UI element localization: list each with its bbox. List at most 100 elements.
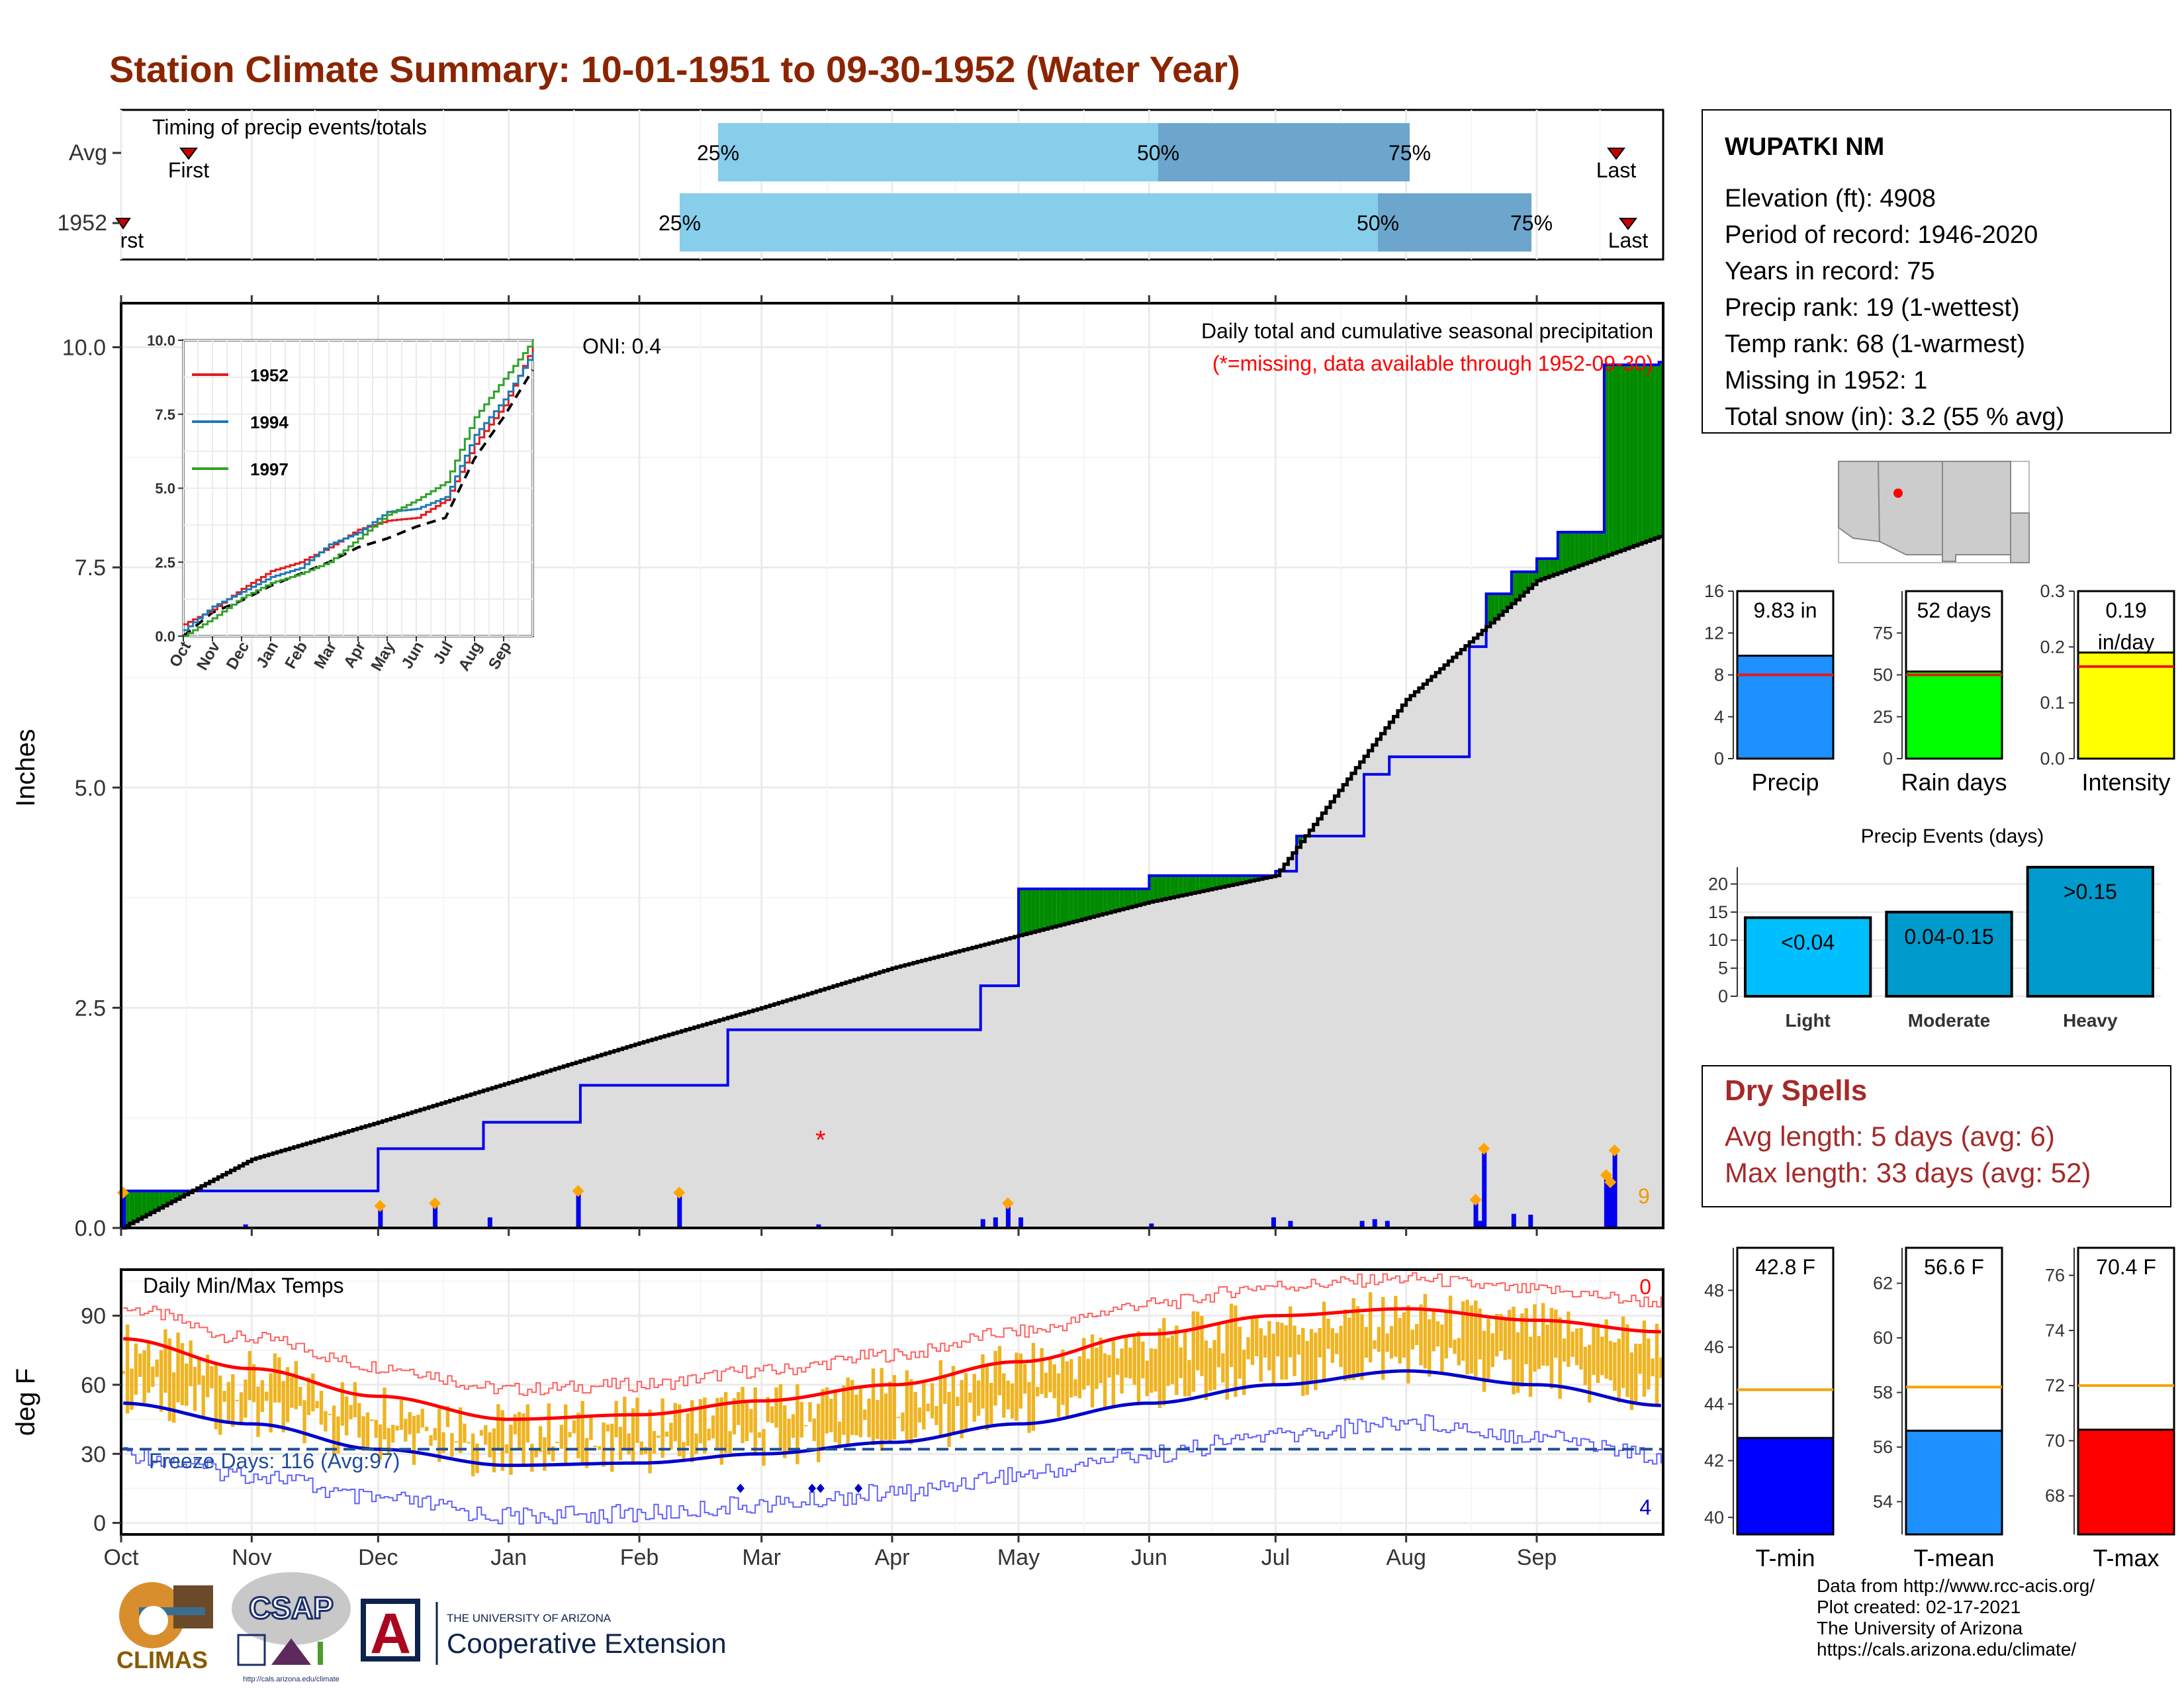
heavy-precip-marker bbox=[429, 1197, 441, 1209]
daily-temp-bar bbox=[1512, 1306, 1516, 1395]
daily-temp-bar bbox=[635, 1397, 639, 1443]
daily-precip-bar bbox=[1149, 1223, 1154, 1228]
daily-temp-bar bbox=[1385, 1333, 1389, 1352]
cumulative-difference-fill bbox=[1073, 888, 1078, 922]
precip-label-main: Daily total and cumulative seasonal prec… bbox=[1201, 319, 1653, 343]
daily-temp-bar bbox=[159, 1350, 163, 1412]
daily-temp-bar bbox=[1423, 1293, 1428, 1369]
daily-temp-bar bbox=[273, 1353, 277, 1403]
mini-value-label: 9.83 in bbox=[1753, 598, 1817, 622]
daily-temp-bar bbox=[445, 1406, 450, 1427]
mini-tick-label: 46 bbox=[1704, 1337, 1724, 1357]
timing-panel: Timing of precip events/totals 25% 50% 7… bbox=[57, 109, 1664, 261]
cumulative-difference-fill bbox=[1153, 875, 1158, 902]
daily-temp-bar bbox=[504, 1444, 509, 1454]
events-bar-label: >0.15 bbox=[2064, 880, 2117, 904]
daily-temp-bar bbox=[1625, 1324, 1629, 1397]
cumulative-difference-fill bbox=[146, 1191, 151, 1215]
daily-temp-bar bbox=[1549, 1307, 1554, 1389]
y1952-q25-label: 25% bbox=[659, 211, 701, 235]
daily-temp-bar bbox=[850, 1380, 854, 1435]
cumulative-difference-fill bbox=[1144, 888, 1150, 904]
daily-temp-bar bbox=[934, 1405, 938, 1425]
missing-data-marker: * bbox=[815, 1125, 826, 1154]
cumulative-difference-fill bbox=[150, 1191, 155, 1213]
month-tick-label: Sep bbox=[1517, 1545, 1557, 1570]
daily-temp-bar bbox=[458, 1407, 463, 1453]
daily-temp-bar bbox=[517, 1411, 522, 1450]
daily-temp-bar bbox=[1533, 1304, 1537, 1372]
cumulative-difference-fill bbox=[1191, 875, 1196, 894]
daily-temp-bar bbox=[1149, 1348, 1154, 1393]
cumulative-difference-fill bbox=[1111, 888, 1116, 912]
daily-temp-bar bbox=[530, 1444, 534, 1472]
daily-temp-bar bbox=[880, 1368, 884, 1451]
daily-temp-bar bbox=[1474, 1300, 1478, 1377]
station-location-dot bbox=[1893, 489, 1903, 498]
daily-temp-bar bbox=[1246, 1336, 1250, 1360]
precip-panel: * Daily total and cumulative seasonal pr… bbox=[11, 295, 1664, 1241]
daily-temp-bar bbox=[1069, 1359, 1073, 1398]
daily-temp-bar bbox=[922, 1382, 926, 1430]
daily-temp-bar bbox=[1052, 1364, 1056, 1399]
cumulative-difference-fill bbox=[1578, 532, 1584, 566]
daily-temp-bar bbox=[589, 1415, 593, 1440]
cumulative-difference-fill bbox=[1204, 875, 1208, 891]
daily-temp-bar bbox=[1314, 1333, 1318, 1390]
daily-temp-bar bbox=[357, 1403, 361, 1438]
daily-temp-bar bbox=[349, 1405, 353, 1419]
mini-tick-label: 12 bbox=[1704, 623, 1724, 643]
daily-temp-bar bbox=[884, 1393, 888, 1440]
daily-temp-bar bbox=[315, 1401, 319, 1409]
daily-temp-bar bbox=[1179, 1347, 1183, 1378]
daily-temp-bar bbox=[525, 1404, 530, 1443]
daily-temp-bar bbox=[728, 1430, 732, 1454]
daily-temp-bar bbox=[1132, 1333, 1136, 1385]
daily-temp-bar bbox=[1562, 1338, 1567, 1362]
daily-temp-bar bbox=[1343, 1309, 1347, 1382]
y1952-q50-q75-bar bbox=[1378, 193, 1531, 252]
daily-temp-bar bbox=[336, 1416, 340, 1454]
daily-precip-bar bbox=[1608, 1182, 1614, 1228]
daily-temp-bar bbox=[1516, 1332, 1520, 1393]
daily-temp-bar bbox=[602, 1422, 606, 1467]
daily-temp-bar bbox=[479, 1430, 484, 1436]
daily-temp-bar bbox=[1469, 1305, 1474, 1374]
month-tick-label: Aug bbox=[1386, 1545, 1426, 1570]
daily-temp-bar bbox=[328, 1413, 332, 1415]
daily-temp-bar bbox=[968, 1392, 972, 1403]
cumulative-difference-fill bbox=[1629, 365, 1634, 547]
cumulative-difference-fill bbox=[1224, 875, 1230, 886]
cumulative-difference-fill bbox=[1094, 888, 1099, 916]
daily-precip-bar bbox=[1018, 1217, 1023, 1228]
cumulative-difference-fill bbox=[1199, 875, 1205, 892]
daily-temp-bar bbox=[281, 1381, 285, 1432]
daily-temp-bar bbox=[1229, 1303, 1234, 1368]
daily-temp-bar bbox=[623, 1396, 627, 1448]
cumulative-difference-fill bbox=[1128, 888, 1132, 908]
daily-temp-bar bbox=[433, 1428, 437, 1440]
daily-temp-bar bbox=[1465, 1299, 1469, 1375]
precip-events-chart: Precip Events (days) 0 5 10 15 20 <0.04 Light 0… bbox=[1708, 825, 2161, 1031]
csap-url: http://cals.arizona.edu/climate bbox=[243, 1675, 340, 1683]
daily-temp-bar bbox=[1364, 1327, 1368, 1358]
cumulative-difference-fill bbox=[1216, 875, 1221, 888]
daily-temp-bar bbox=[1124, 1336, 1128, 1378]
daily-temp-bar bbox=[732, 1398, 737, 1434]
daily-temp-bar bbox=[1414, 1324, 1419, 1346]
mini-tick-label: 58 bbox=[1873, 1383, 1893, 1403]
cumulative-difference-fill bbox=[1039, 888, 1044, 931]
cumulative-difference-fill bbox=[129, 1191, 134, 1224]
inset-y-tick-label: 7.5 bbox=[155, 406, 175, 423]
daily-temp-bar bbox=[1141, 1341, 1145, 1379]
cumulative-difference-fill bbox=[1136, 888, 1141, 906]
daily-temp-bar bbox=[942, 1376, 947, 1404]
daily-temp-bar bbox=[787, 1419, 791, 1452]
events-category-label: Moderate bbox=[1908, 1010, 1990, 1031]
daily-temp-bar bbox=[185, 1363, 189, 1406]
avg-q25-label: 25% bbox=[697, 141, 739, 165]
daily-temp-bar bbox=[1095, 1347, 1099, 1389]
daily-temp-bar bbox=[1613, 1342, 1617, 1391]
daily-temp-bar bbox=[1330, 1328, 1335, 1363]
station-line-snow: Total snow (in): 3.2 (55 % avg) bbox=[1725, 403, 2064, 431]
